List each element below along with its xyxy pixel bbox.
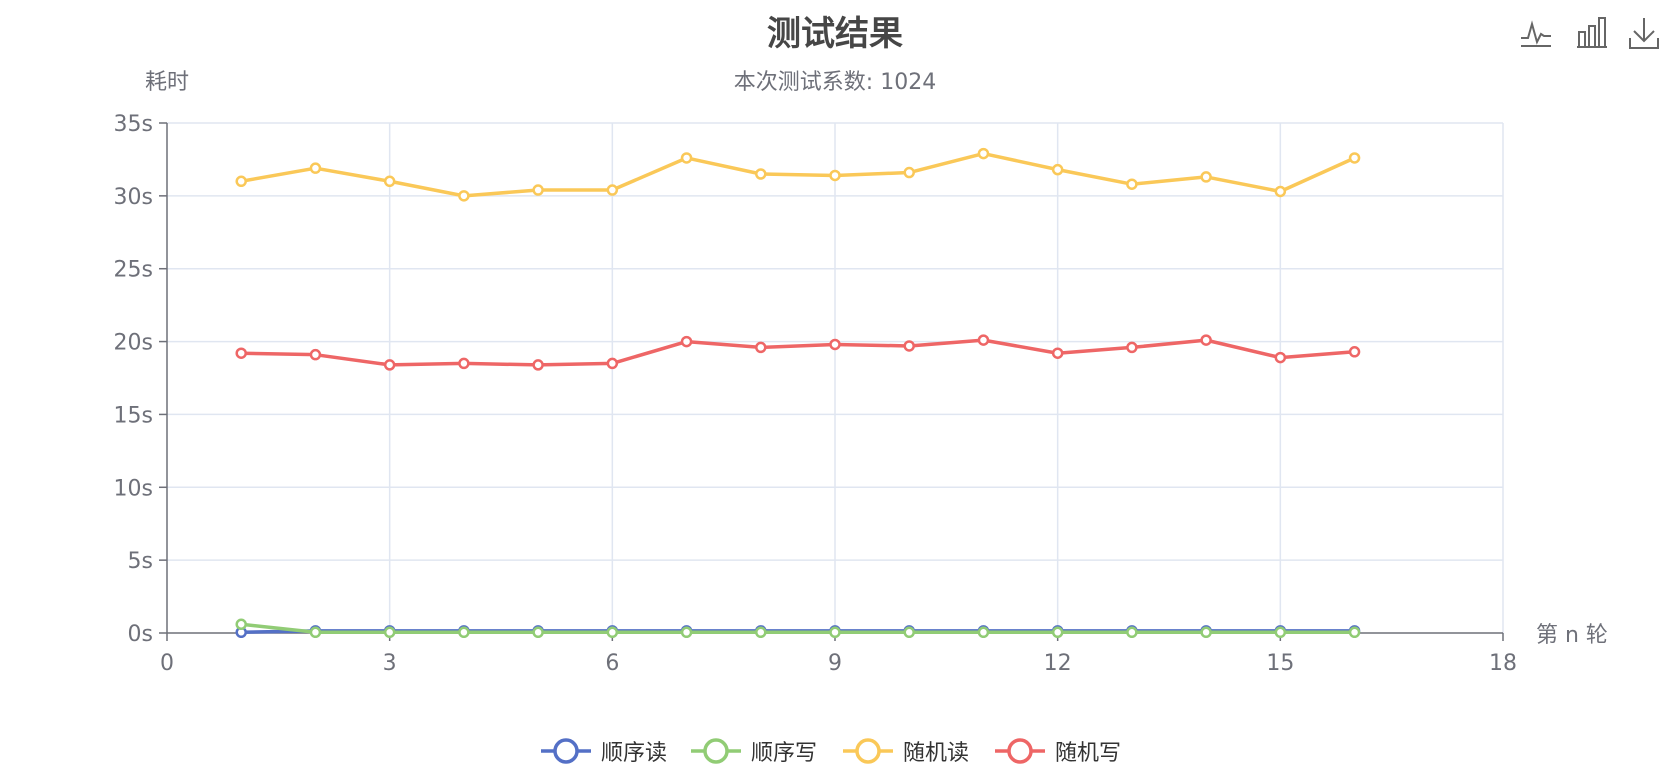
data-point[interactable]: [1274, 626, 1287, 639]
bar-chart-button[interactable]: [1576, 16, 1608, 48]
data-point[interactable]: [755, 341, 767, 354]
y-tick-label: 25s: [114, 258, 153, 283]
data-point[interactable]: [755, 626, 767, 639]
download-button[interactable]: [1628, 16, 1660, 49]
data-point[interactable]: [903, 626, 915, 639]
data-point[interactable]: [1126, 178, 1138, 190]
data-point[interactable]: [532, 359, 544, 371]
data-point[interactable]: [606, 357, 619, 370]
data-point[interactable]: [680, 335, 693, 348]
data-point[interactable]: [1348, 346, 1361, 358]
y-tick-label: 20s: [114, 331, 153, 356]
data-point[interactable]: [383, 175, 396, 188]
data-point[interactable]: [977, 626, 990, 639]
data-point[interactable]: [829, 626, 841, 639]
data-point[interactable]: [1348, 152, 1361, 164]
legend-label: 顺序读: [601, 741, 667, 766]
legend-item-4[interactable]: 随机写: [995, 738, 1121, 766]
data-point[interactable]: [235, 175, 247, 188]
series-line: [240, 151, 1356, 198]
x-tick-label: 15: [1266, 651, 1294, 676]
x-tick-label: 6: [605, 651, 619, 676]
data-point[interactable]: [458, 626, 470, 639]
data-point[interactable]: [1348, 626, 1361, 639]
legend-marker: [703, 738, 729, 764]
line-icon: [1521, 20, 1551, 47]
data-point[interactable]: [829, 338, 841, 351]
chart-subtitle: 本次测试系数: 1024: [734, 70, 936, 95]
series-2: [235, 618, 1361, 639]
data-point[interactable]: [383, 626, 396, 639]
data-point[interactable]: [755, 168, 767, 180]
legend-marker: [855, 738, 881, 764]
legend-label: 随机读: [903, 741, 969, 766]
series-line: [241, 338, 1355, 367]
data-point[interactable]: [680, 626, 693, 639]
data-point[interactable]: [829, 169, 841, 182]
series-4: [235, 334, 1361, 371]
data-point[interactable]: [977, 334, 990, 346]
legend-item-1[interactable]: 顺序读: [541, 738, 667, 766]
y-tick-label: 30s: [114, 185, 153, 210]
x-tick-label: 9: [828, 651, 842, 676]
x-tick-label: 12: [1044, 651, 1072, 676]
data-point[interactable]: [383, 359, 396, 371]
legend: 顺序读 顺序写 随机读 随机写: [541, 738, 1121, 766]
data-point[interactable]: [532, 184, 544, 196]
legend-marker: [1007, 738, 1033, 764]
data-point[interactable]: [606, 626, 619, 639]
toolbox: [1520, 16, 1660, 49]
data-point[interactable]: [1126, 341, 1138, 354]
bar-icon: [1577, 17, 1607, 48]
data-point[interactable]: [1051, 347, 1064, 359]
legend-label: 顺序写: [751, 741, 817, 766]
data-point[interactable]: [1051, 163, 1064, 176]
legend-label: 随机写: [1055, 741, 1121, 766]
series-layer: [235, 147, 1361, 639]
x-tick-label: 18: [1489, 651, 1517, 676]
data-point[interactable]: [235, 618, 247, 631]
data-point[interactable]: [977, 147, 990, 160]
axis-layer: 0s 5s 10s 15s 20s 25s 30s 35s 0 3 6 9 12 15 18: [114, 112, 1517, 676]
y-tick-label: 35s: [114, 112, 153, 137]
x-tick-label: 3: [383, 651, 397, 676]
data-point[interactable]: [1274, 351, 1287, 364]
download-icon: [1629, 18, 1659, 49]
grid-layer: [167, 122, 1504, 633]
data-point[interactable]: [1051, 626, 1064, 639]
data-point[interactable]: [458, 190, 470, 202]
x-axis-label: 第 n 轮: [1536, 623, 1608, 648]
data-point[interactable]: [309, 162, 322, 174]
legend-item-3[interactable]: 随机读: [843, 738, 969, 766]
data-point[interactable]: [458, 357, 470, 370]
data-point[interactable]: [903, 340, 915, 352]
data-point[interactable]: [235, 347, 247, 359]
line-chart-button[interactable]: [1520, 16, 1552, 48]
y-axis-label: 耗时: [145, 70, 189, 95]
data-point[interactable]: [309, 348, 322, 361]
data-point[interactable]: [606, 184, 619, 196]
chart-title: 测试结果: [767, 14, 903, 54]
y-tick-label: 0s: [128, 622, 153, 647]
y-tick-label: 10s: [114, 476, 153, 501]
data-point[interactable]: [309, 626, 322, 639]
series-3: [235, 147, 1361, 202]
data-point[interactable]: [532, 626, 544, 639]
legend-item-2[interactable]: 顺序写: [691, 738, 817, 766]
data-point[interactable]: [1274, 185, 1287, 198]
x-tick-label: 0: [160, 651, 174, 676]
y-tick-label: 5s: [128, 549, 153, 574]
y-tick-label: 15s: [114, 403, 153, 428]
data-point[interactable]: [680, 152, 693, 164]
data-point[interactable]: [1200, 626, 1212, 639]
data-point[interactable]: [1200, 334, 1212, 346]
legend-marker: [553, 738, 579, 764]
series-line: [241, 622, 1355, 635]
data-point[interactable]: [903, 166, 915, 179]
data-point[interactable]: [1200, 171, 1212, 183]
data-point[interactable]: [1126, 626, 1138, 639]
